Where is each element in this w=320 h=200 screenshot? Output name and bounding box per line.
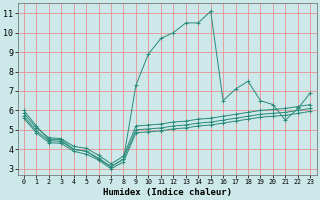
X-axis label: Humidex (Indice chaleur): Humidex (Indice chaleur) [103, 188, 232, 197]
